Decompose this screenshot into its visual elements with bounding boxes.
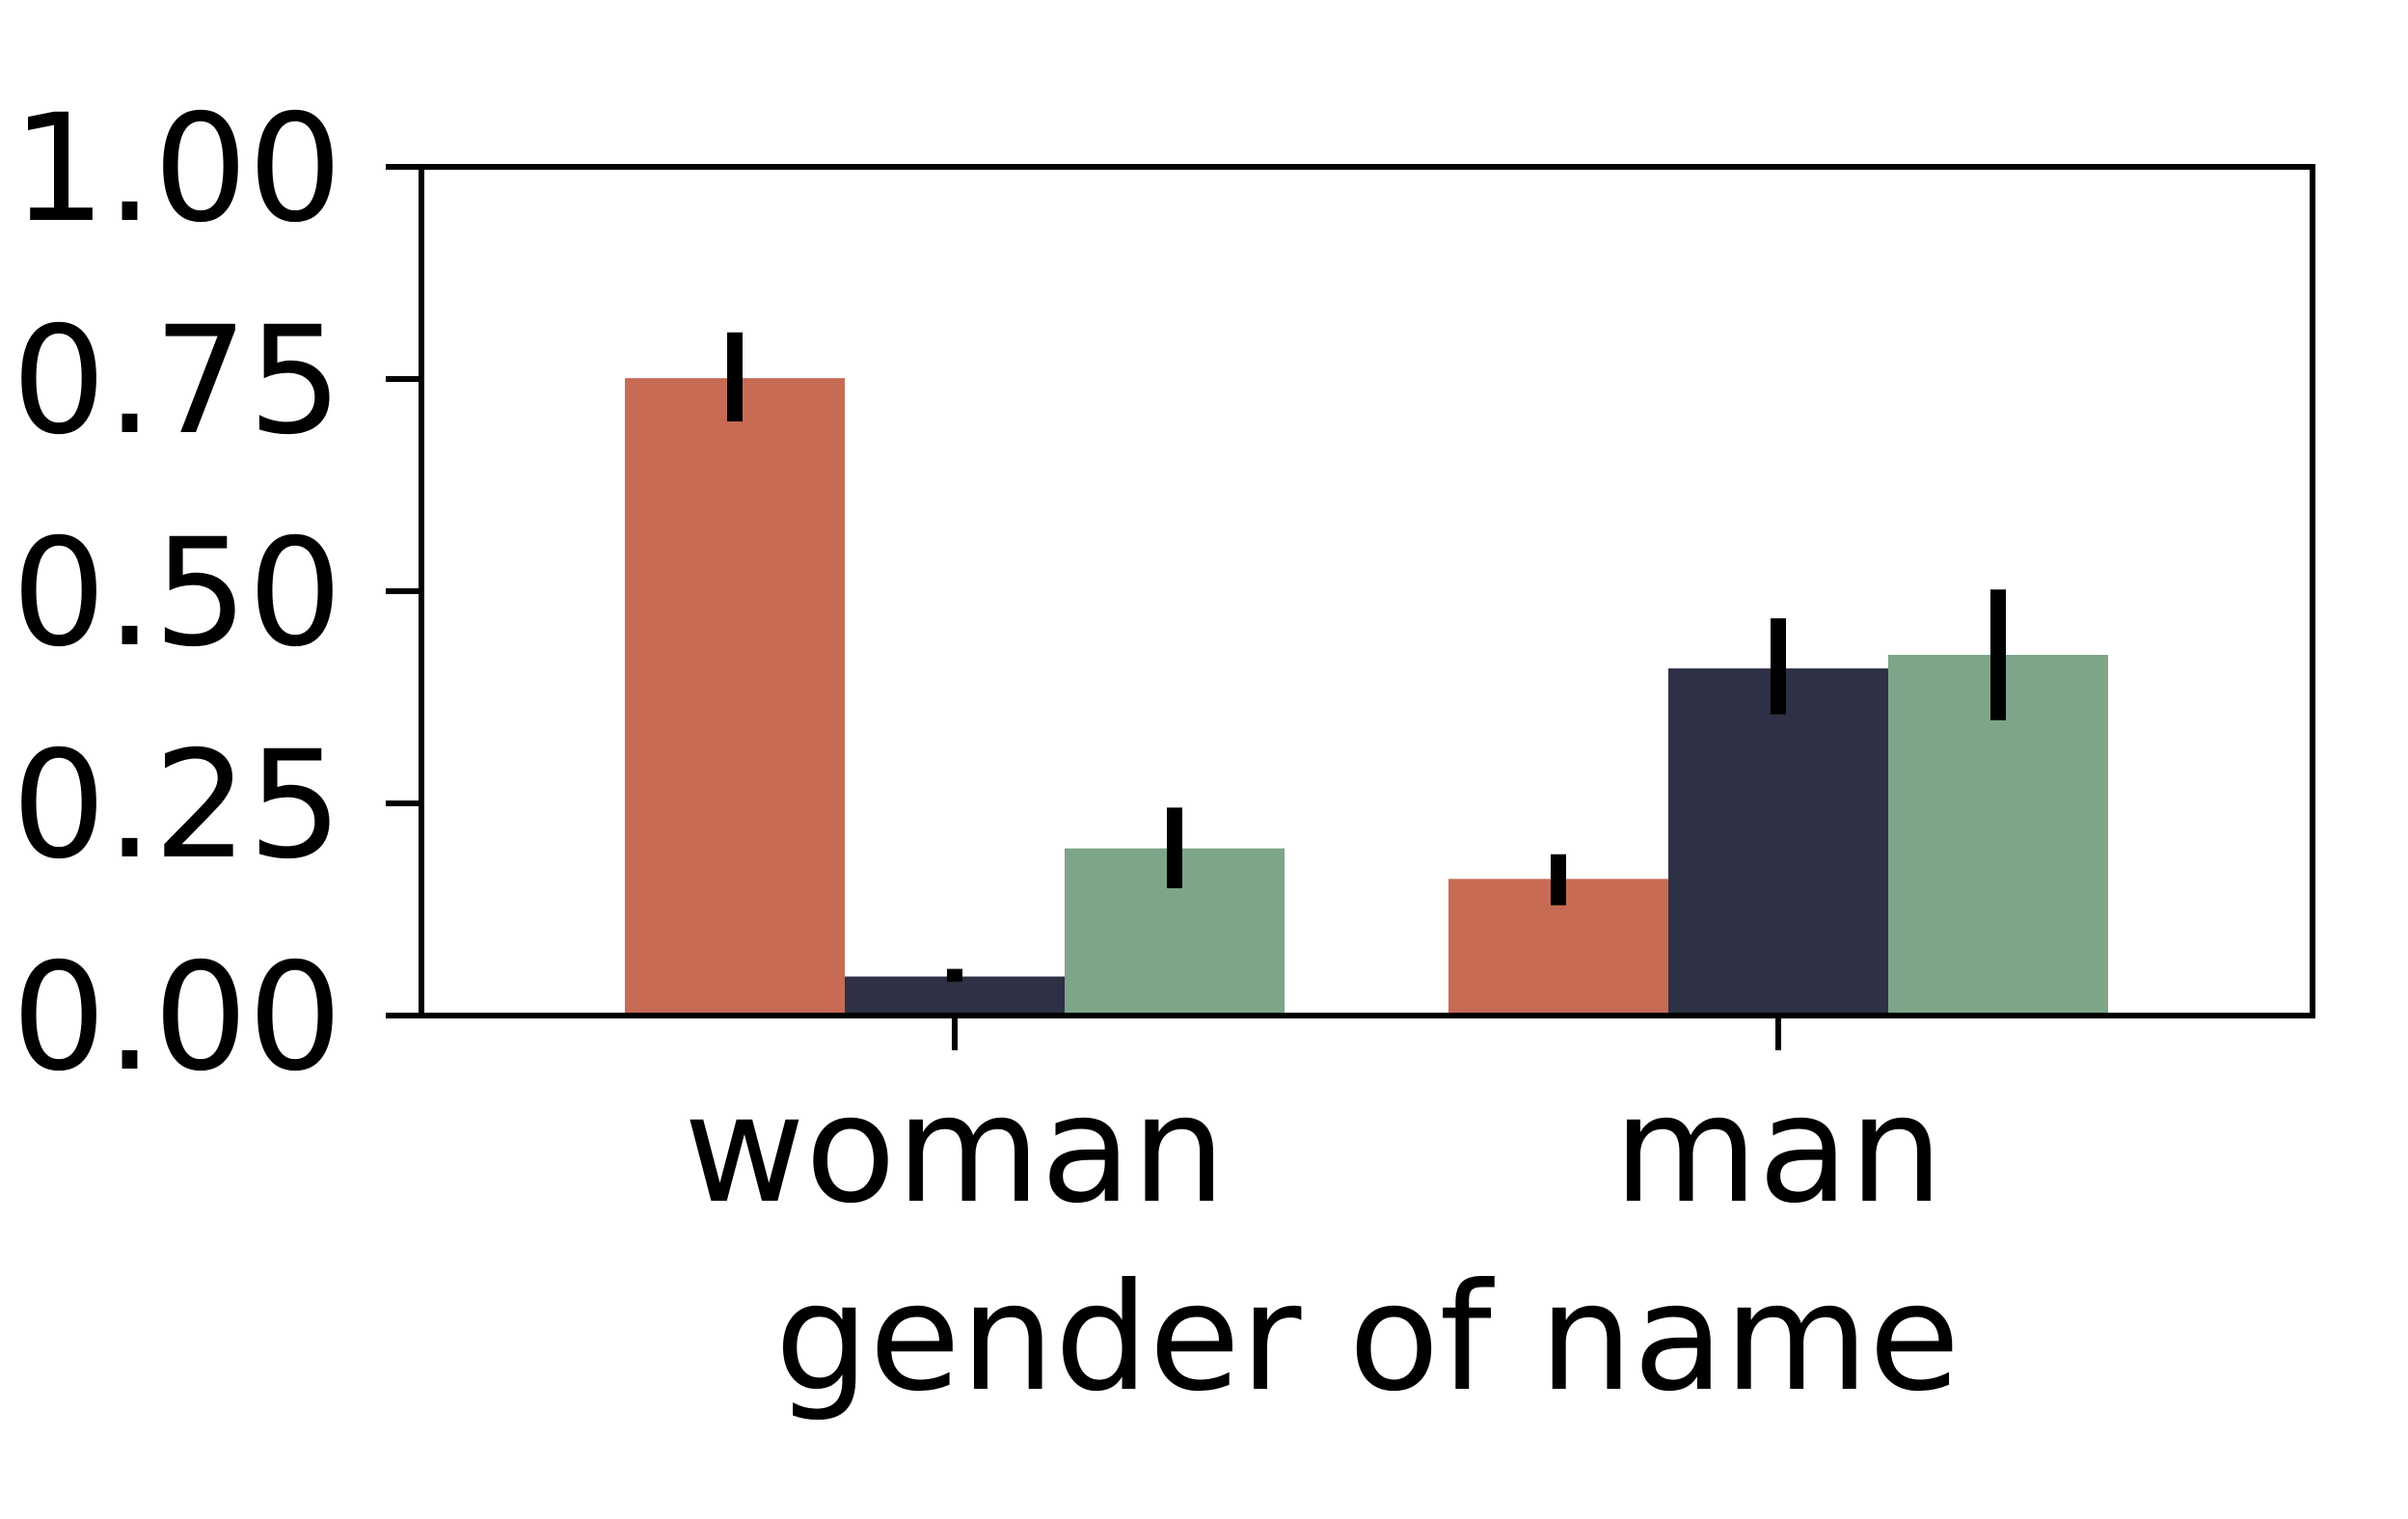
x-tick-label-man: man: [1613, 1064, 1943, 1236]
y-tick-label: 0.75: [12, 295, 342, 468]
y-tick-label: 0.50: [12, 507, 342, 680]
y-tick-label: 0.00: [12, 932, 342, 1104]
y-tick-label: 0.25: [12, 719, 342, 892]
y-axis: 0.00 0.25 0.50 0.75 1.00: [12, 83, 421, 1104]
bar-woman-series-2: [845, 976, 1065, 1016]
x-axis: woman man: [684, 1016, 1943, 1236]
x-axis-title: gender of name: [775, 1252, 1961, 1424]
bars-group: [625, 378, 2108, 1016]
error-bars-group: [727, 332, 2006, 982]
bar-man-series-2: [1668, 668, 1888, 1016]
bar-woman-series-1: [625, 378, 845, 1016]
y-tick-label: 1.00: [12, 83, 342, 256]
x-tick-label-woman: woman: [684, 1064, 1226, 1236]
